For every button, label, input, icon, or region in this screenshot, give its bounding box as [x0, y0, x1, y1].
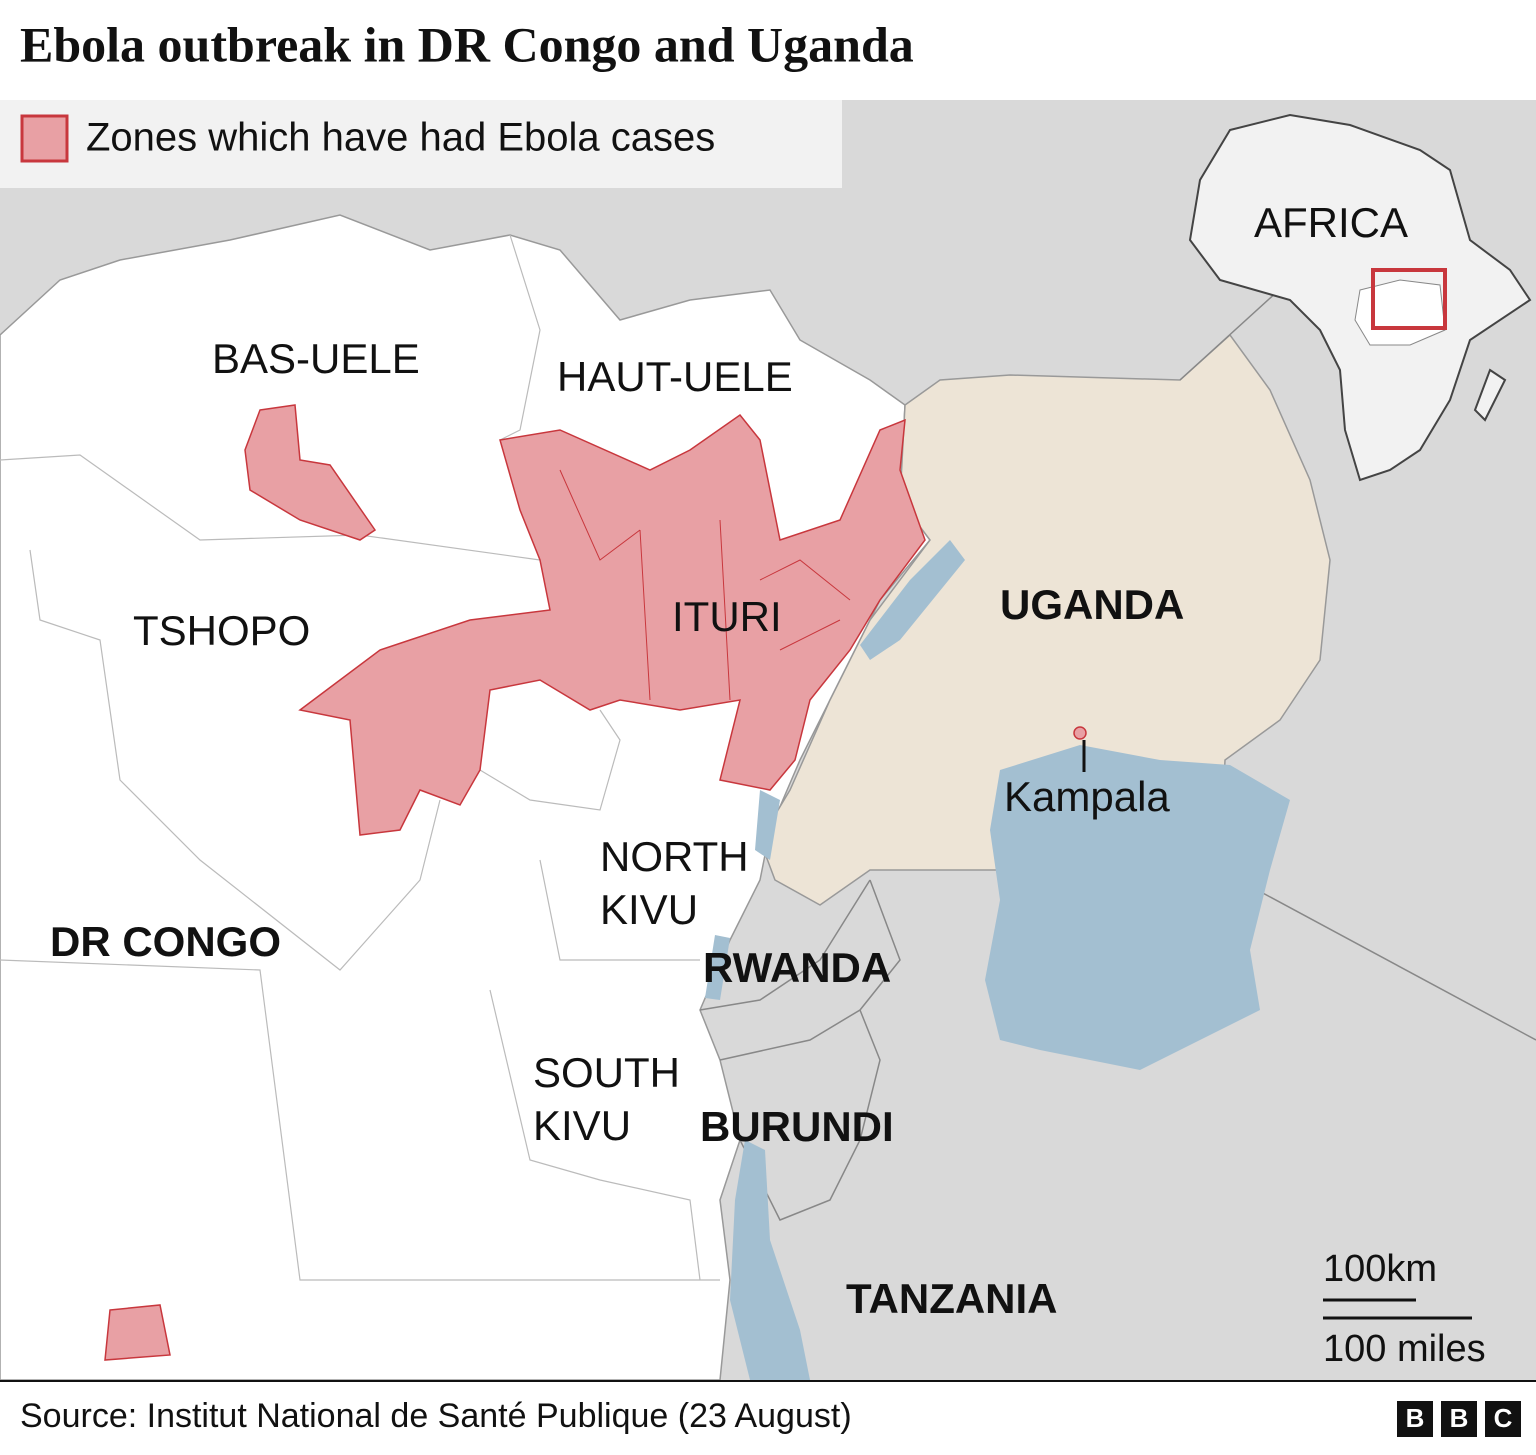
lakes	[705, 540, 1290, 1380]
region-label: BAS-UELE	[212, 335, 420, 382]
legend-label: Zones which have had Ebola cases	[86, 116, 715, 160]
inset-label: AFRICA	[1254, 199, 1408, 246]
logo-letter: B	[1406, 1403, 1425, 1433]
city-label: Kampala	[1004, 773, 1170, 820]
scale-label: 100km	[1323, 1248, 1437, 1290]
africa-inset	[1188, 113, 1532, 482]
country-label: UGANDA	[1000, 581, 1184, 628]
region-label: TSHOPO	[133, 607, 310, 654]
region-label: KIVU	[600, 886, 698, 933]
country-label: DR CONGO	[50, 918, 281, 965]
source: Source: Institut National de Santé Publi…	[20, 1397, 852, 1435]
country-borders	[699, 279, 1536, 1221]
title: Ebola outbreak in DR Congo and Uganda	[20, 16, 914, 72]
region-label: SOUTH	[533, 1049, 680, 1096]
legend-box	[0, 100, 842, 188]
region-label: KIVU	[533, 1102, 631, 1149]
province-borders	[0, 234, 720, 1281]
logo-letter: C	[1494, 1403, 1513, 1433]
logo: B B C	[1397, 1401, 1521, 1437]
country-label: TANZANIA	[846, 1275, 1058, 1322]
country-label: BURUNDI	[700, 1103, 894, 1150]
region-label: ITURI	[672, 593, 782, 640]
region-label: HAUT-UELE	[557, 353, 793, 400]
legend-swatch	[20, 114, 69, 163]
country-label: RWANDA	[703, 944, 891, 991]
region-label: NORTH	[600, 833, 749, 880]
ebola-zone-borders	[559, 469, 851, 701]
scale-label: 100 miles	[1323, 1328, 1486, 1370]
logo-letter: B	[1450, 1403, 1469, 1433]
ebola-zones	[104, 404, 1087, 1361]
